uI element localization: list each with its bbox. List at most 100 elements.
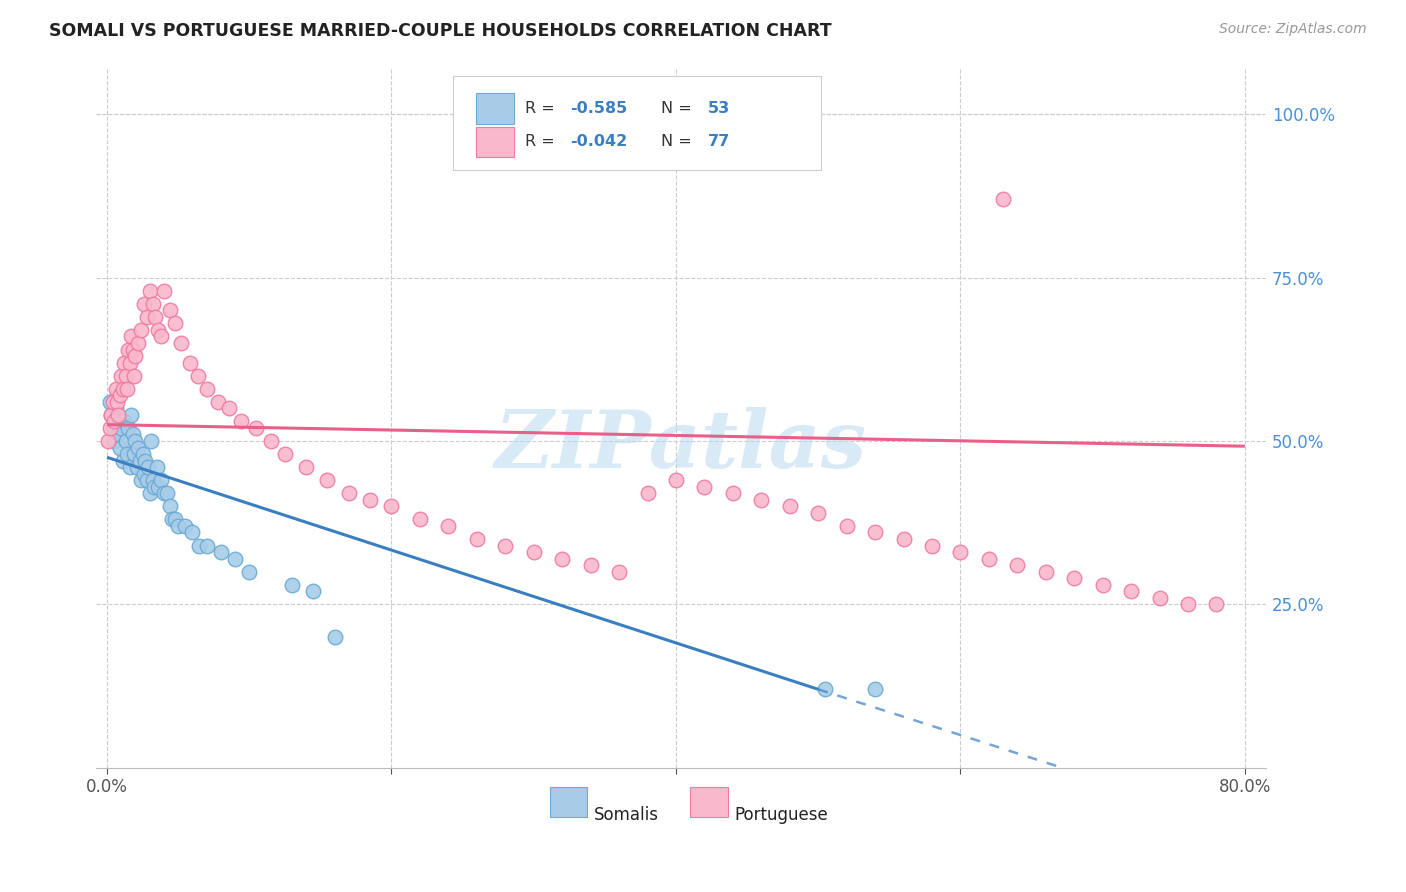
Point bbox=[122, 447, 145, 461]
Point bbox=[121, 427, 143, 442]
FancyBboxPatch shape bbox=[453, 76, 821, 169]
Point bbox=[295, 460, 318, 475]
Point bbox=[316, 473, 339, 487]
Point bbox=[991, 192, 1014, 206]
Point bbox=[127, 335, 149, 350]
Point bbox=[107, 427, 129, 442]
Point bbox=[281, 578, 304, 592]
Text: -0.042: -0.042 bbox=[569, 135, 627, 150]
Point bbox=[159, 500, 181, 514]
Point bbox=[125, 460, 148, 475]
Point bbox=[105, 414, 128, 428]
Point bbox=[665, 473, 688, 487]
Point bbox=[1063, 571, 1085, 585]
FancyBboxPatch shape bbox=[550, 788, 588, 817]
Point bbox=[1119, 584, 1142, 599]
Point bbox=[380, 500, 402, 514]
Point bbox=[153, 284, 176, 298]
Point bbox=[224, 551, 246, 566]
Point bbox=[209, 545, 232, 559]
Point bbox=[150, 473, 173, 487]
Point bbox=[103, 434, 125, 448]
Point bbox=[148, 323, 170, 337]
Point bbox=[134, 453, 156, 467]
Point bbox=[97, 434, 120, 448]
Text: N =: N = bbox=[661, 101, 697, 116]
Point bbox=[135, 310, 157, 324]
Point bbox=[1091, 578, 1114, 592]
Point bbox=[124, 434, 146, 448]
Point bbox=[721, 486, 744, 500]
Point bbox=[494, 539, 516, 553]
Point bbox=[579, 558, 602, 573]
Point bbox=[128, 453, 150, 467]
Text: R =: R = bbox=[526, 101, 560, 116]
Point bbox=[148, 480, 170, 494]
Point bbox=[115, 382, 138, 396]
Point bbox=[127, 441, 149, 455]
Point bbox=[921, 539, 943, 553]
Point bbox=[863, 525, 886, 540]
Point bbox=[693, 480, 716, 494]
Point bbox=[170, 335, 193, 350]
Point bbox=[337, 486, 360, 500]
Point bbox=[1149, 591, 1171, 605]
Point bbox=[835, 519, 858, 533]
Point bbox=[409, 512, 432, 526]
Text: R =: R = bbox=[526, 135, 560, 150]
Point bbox=[136, 460, 159, 475]
Point bbox=[359, 492, 381, 507]
Point bbox=[637, 486, 659, 500]
Point bbox=[749, 492, 772, 507]
FancyBboxPatch shape bbox=[690, 788, 728, 817]
Point bbox=[139, 434, 162, 448]
Point bbox=[156, 486, 179, 500]
Point bbox=[108, 441, 131, 455]
Text: 77: 77 bbox=[707, 135, 730, 150]
Point bbox=[893, 532, 915, 546]
Point bbox=[1007, 558, 1029, 573]
Point bbox=[120, 329, 142, 343]
Text: -0.585: -0.585 bbox=[569, 101, 627, 116]
Point bbox=[143, 480, 166, 494]
Point bbox=[111, 453, 134, 467]
Point bbox=[118, 460, 141, 475]
Point bbox=[118, 355, 141, 369]
Point bbox=[110, 368, 132, 383]
Point bbox=[129, 323, 152, 337]
Point bbox=[138, 486, 160, 500]
Point bbox=[112, 355, 135, 369]
Point bbox=[100, 408, 122, 422]
Point bbox=[167, 519, 190, 533]
Point bbox=[229, 414, 252, 428]
Point bbox=[245, 421, 267, 435]
Point bbox=[949, 545, 972, 559]
Point bbox=[1035, 565, 1057, 579]
Point bbox=[124, 349, 146, 363]
Point bbox=[115, 447, 138, 461]
Point bbox=[111, 382, 134, 396]
Point bbox=[179, 355, 201, 369]
Point bbox=[104, 382, 127, 396]
Point bbox=[146, 460, 169, 475]
Point bbox=[1205, 598, 1227, 612]
Point bbox=[195, 382, 218, 396]
Point bbox=[105, 394, 128, 409]
Point bbox=[104, 401, 127, 416]
Point bbox=[117, 421, 139, 435]
Point bbox=[132, 467, 155, 481]
Point bbox=[523, 545, 546, 559]
Point bbox=[108, 388, 131, 402]
Point bbox=[607, 565, 630, 579]
Point bbox=[121, 343, 143, 357]
Point bbox=[551, 551, 574, 566]
Point bbox=[110, 421, 132, 435]
Point bbox=[162, 512, 184, 526]
Text: 53: 53 bbox=[707, 101, 730, 116]
Point bbox=[302, 584, 325, 599]
Point bbox=[153, 486, 176, 500]
Point bbox=[814, 682, 837, 697]
Point bbox=[131, 447, 153, 461]
Point bbox=[141, 473, 163, 487]
FancyBboxPatch shape bbox=[477, 93, 513, 124]
